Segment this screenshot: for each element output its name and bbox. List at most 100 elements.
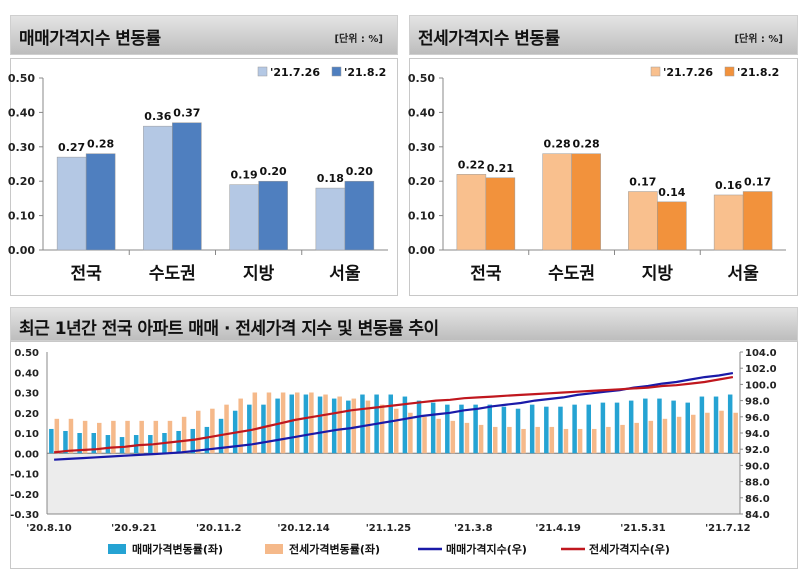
trend-jeonse-rate-bar (620, 424, 625, 454)
jeonse-legend-label: '21.8.2 (737, 66, 779, 79)
trend-legend-label: 전세가격변동률(좌) (289, 542, 380, 556)
trend-jeonse-rate-bar (493, 426, 498, 454)
jeonse-y-tick-label: 0.30 (408, 141, 435, 154)
trend-sale-rate-bar (699, 396, 705, 454)
sale-chart-header: 매매가격지수 변동률 [단위 : %] (10, 15, 398, 55)
trend-sale-rate-bar (586, 404, 591, 454)
trend-x-tick-label: '21.1.25 (366, 523, 411, 534)
trend-left-tick-label: -0.20 (10, 490, 39, 501)
trend-jeonse-rate-bar (238, 398, 243, 454)
trend-chart-header: 최근 1년간 전국 아파트 매매 · 전세가격 지수 및 변동률 추이 (10, 307, 798, 341)
trend-left-tick-label: -0.30 (10, 510, 39, 521)
trend-right-tick-label: 100.0 (745, 380, 777, 391)
trend-chart-title: 최근 1년간 전국 아파트 매매 · 전세가격 지수 및 변동률 추이 (19, 319, 439, 339)
trend-sale-rate-bar (63, 430, 68, 454)
sale-category-label: 전국 (70, 264, 102, 284)
trend-right-tick-label: 88.0 (745, 478, 770, 489)
trend-jeonse-rate-bar (252, 392, 258, 454)
trend-sale-rate-bar (303, 394, 309, 454)
trend-legend-label: 매매가격변동률(좌) (132, 542, 223, 556)
sale-category-label: 서울 (329, 264, 361, 284)
jeonse-y-tick-label: 0.40 (408, 106, 435, 119)
trend-left-tick-label: 0.30 (14, 389, 39, 400)
sale-legend-swatch (331, 66, 342, 77)
trend-sale-rate-bar (529, 404, 535, 454)
trend-sale-rate-bar (473, 404, 478, 454)
jeonse-data-label: 0.14 (658, 186, 685, 199)
sale-y-tick-label: 0.20 (8, 175, 35, 188)
trend-jeonse-rate-bar (577, 428, 583, 454)
jeonse-chart-unit: [단위 : %] (734, 34, 783, 45)
trend-sale-rate-bar (133, 435, 139, 454)
jeonse-legend-swatch (724, 66, 735, 77)
jeonse-y-tick-label: 0.00 (408, 244, 435, 257)
sale-category-label: 지방 (243, 264, 275, 284)
trend-jeonse-rate-bar (521, 428, 526, 454)
trend-jeonse-rate-bar (549, 426, 555, 454)
trend-jeonse-rate-bar (676, 416, 682, 454)
trend-x-tick-label: '20.9.21 (111, 523, 156, 534)
jeonse-y-tick-label: 0.20 (408, 175, 435, 188)
sale-data-label: 0.19 (231, 169, 258, 182)
trend-jeonse-rate-bar (266, 392, 272, 454)
jeonse-chart-frame (409, 58, 798, 296)
sale-y-tick-label: 0.10 (8, 210, 35, 223)
jeonse-data-label: 0.17 (744, 176, 771, 189)
jeonse-bar (485, 177, 516, 251)
sale-bar (258, 180, 288, 251)
trend-sale-rate-bar (558, 406, 563, 454)
trend-left-tick-label: 0.40 (14, 368, 39, 379)
jeonse-data-label: 0.17 (629, 176, 656, 189)
jeonse-category-label: 서울 (727, 264, 759, 284)
trend-jeonse-rate-bar (464, 422, 470, 454)
trend-sale-rate-bar (275, 398, 280, 454)
sale-legend-label: '21.7.26 (270, 66, 320, 79)
sale-data-label: 0.37 (173, 107, 200, 120)
trend-jeonse-rate-bar (563, 428, 569, 454)
sale-chart-title: 매매가격지수 변동률 (19, 29, 161, 49)
trend-sale-rate-bar (346, 400, 351, 454)
sale-data-label: 0.18 (317, 172, 344, 185)
trend-right-tick-label: 96.0 (745, 413, 770, 424)
trend-sale-rate-bar (77, 433, 82, 454)
trend-sale-rate-bar (544, 406, 549, 454)
trend-sale-rate-bar (204, 426, 210, 454)
trend-left-tick-label: -0.10 (10, 470, 39, 481)
trend-sale-rate-bar (572, 404, 577, 454)
trend-sale-rate-bar (501, 406, 507, 454)
trend-sale-rate-bar (445, 404, 450, 454)
trend-x-tick-label: '21.7.12 (705, 523, 750, 534)
jeonse-data-label: 0.16 (715, 179, 742, 192)
jeonse-bar (713, 194, 744, 251)
jeonse-chart-title: 전세가격지수 변동률 (418, 29, 560, 49)
trend-jeonse-rate-bar (351, 398, 357, 454)
trend-sale-rate-bar (671, 400, 676, 454)
jeonse-bar (542, 153, 572, 251)
trend-sale-rate-bar (402, 396, 408, 454)
trend-jeonse-rate-bar (153, 420, 159, 454)
sale-data-label: 0.36 (144, 110, 171, 123)
sale-y-tick-label: 0.30 (8, 141, 35, 154)
trend-jeonse-rate-bar (295, 392, 300, 454)
trend-sale-rate-bar (49, 428, 54, 454)
trend-sale-rate-bar (727, 394, 733, 454)
sale-category-label: 수도권 (149, 264, 196, 284)
trend-jeonse-rate-bar (181, 416, 187, 454)
trend-right-tick-label: 94.0 (745, 429, 770, 440)
trend-jeonse-index-line (53, 376, 734, 454)
trend-legend-label: 전세가격지수(우) (589, 542, 670, 556)
trend-x-tick-label: '21.5.31 (620, 523, 665, 534)
sale-legend-label: '21.8.2 (344, 66, 386, 79)
trend-jeonse-rate-bar (436, 418, 441, 454)
trend-jeonse-rate-bar (733, 412, 738, 454)
sale-data-label: 0.20 (260, 165, 287, 178)
sale-data-label: 0.27 (58, 141, 85, 154)
trend-sale-rate-bar (331, 398, 337, 454)
sale-legend-swatch (257, 66, 268, 77)
trend-legend-swatch (265, 544, 283, 554)
trend-jeonse-rate-bar (323, 394, 328, 454)
jeonse-data-label: 0.28 (573, 138, 600, 151)
trend-sale-rate-bar (105, 435, 111, 454)
trend-sale-rate-bar (459, 404, 464, 454)
